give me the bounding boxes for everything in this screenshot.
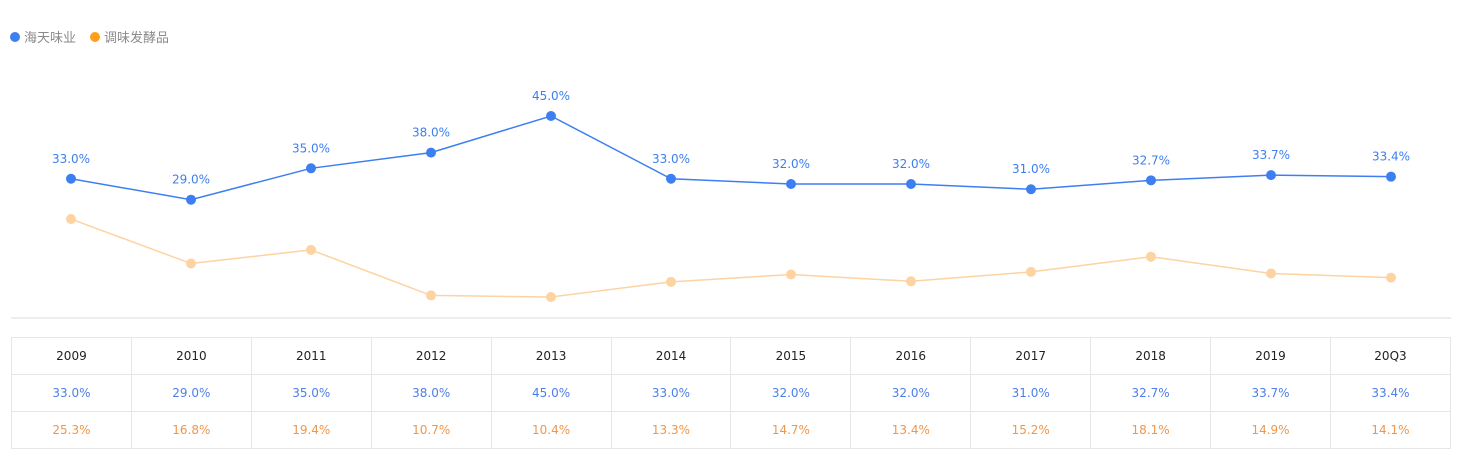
table-header-cell: 2012	[370, 337, 492, 375]
table-cell: 31.0%	[970, 374, 1092, 412]
table-header-cell: 2018	[1090, 337, 1212, 375]
data-point[interactable]	[1386, 171, 1396, 182]
data-label: 31.0%	[1012, 162, 1050, 176]
data-point[interactable]	[1146, 251, 1156, 262]
table-cell: 45.0%	[490, 374, 612, 412]
data-point[interactable]	[1386, 272, 1396, 283]
table-header-cell: 20Q3	[1329, 337, 1452, 375]
data-point[interactable]	[1146, 175, 1156, 186]
data-label: 32.0%	[892, 157, 930, 171]
table-cell: 19.4%	[250, 411, 372, 449]
legend-label: 调味发酵品	[104, 31, 170, 46]
series-line-1	[70, 218, 1392, 298]
table-row-haitian: 33.0% 29.0% 35.0% 38.0% 45.0% 33.0% 32.0% 32.0%…	[11, 374, 1452, 412]
table-header-row: 2009 2010 2011 2012 2013 2014 2015 2016 2017 2018…	[11, 337, 1452, 375]
table-header-cell: 2016	[850, 337, 972, 375]
table-header-cell: 2014	[610, 337, 732, 375]
table-cell: 38.0%	[370, 374, 492, 412]
table-cell: 13.3%	[610, 411, 732, 449]
data-point[interactable]	[906, 179, 916, 190]
data-label: 32.7%	[1132, 153, 1170, 167]
data-point[interactable]	[426, 147, 436, 158]
table-cell: 33.0%	[610, 374, 732, 412]
table-cell: 32.7%	[1090, 374, 1212, 412]
data-point[interactable]	[906, 276, 916, 287]
data-point[interactable]	[1266, 170, 1276, 181]
table-cell: 29.0%	[130, 374, 252, 412]
data-point[interactable]	[66, 173, 76, 184]
table-header-cell: 2010	[130, 337, 252, 375]
data-point[interactable]	[546, 292, 556, 302]
table-header-cell: 2019	[1210, 337, 1331, 375]
table-cell: 33.7%	[1210, 374, 1331, 412]
data-label: 29.0%	[172, 173, 210, 187]
data-point[interactable]	[66, 214, 76, 225]
data-point[interactable]	[186, 258, 196, 269]
legend-item-seasoning[interactable]: 调味发酵品	[90, 27, 169, 46]
table-header-cell: 2017	[970, 337, 1092, 375]
table-header-cell: 2015	[730, 337, 852, 375]
table-cell: 25.3%	[11, 411, 132, 449]
data-point[interactable]	[666, 276, 676, 287]
data-point[interactable]	[786, 179, 796, 190]
table-cell: 33.0%	[11, 374, 132, 412]
data-label: 33.4%	[1372, 150, 1410, 164]
table-row-seasoning: 25.3% 16.8% 19.4% 10.7% 10.4% 13.3% 14.7% 13.4%…	[11, 411, 1452, 449]
table-cell: 15.2%	[970, 411, 1092, 449]
table-cell: 16.8%	[130, 411, 252, 449]
table-cell: 13.4%	[850, 411, 972, 449]
data-label: 33.7%	[1252, 148, 1290, 162]
data-point[interactable]	[306, 163, 316, 174]
legend-dot-icon	[10, 31, 20, 42]
legend-dot-icon	[90, 31, 101, 42]
table-cell: 18.1%	[1090, 411, 1212, 449]
data-label: 33.0%	[652, 152, 690, 166]
data-point[interactable]	[546, 111, 556, 121]
table-cell: 10.4%	[490, 411, 612, 449]
table-cell: 10.7%	[370, 411, 492, 449]
legend-label: 海天味业	[24, 31, 77, 46]
data-point[interactable]	[1026, 266, 1036, 277]
table-cell: 14.9%	[1210, 411, 1331, 449]
table-cell: 33.4%	[1329, 374, 1452, 412]
line-chart: 33.0% 29.0% 35.0% 38.0% 45.0% 33.0% 32.0% 32.0%…	[11, 89, 1451, 319]
data-point[interactable]	[786, 269, 796, 280]
data-point[interactable]	[1266, 268, 1276, 279]
table-header-cell: 2013	[490, 337, 612, 375]
data-point[interactable]	[186, 194, 196, 205]
table-header-cell: 2011	[250, 337, 372, 375]
data-point[interactable]	[1026, 184, 1036, 195]
data-label: 45.0%	[532, 89, 570, 103]
data-label: 32.0%	[772, 157, 810, 171]
legend-item-haitian[interactable]: 海天味业	[10, 27, 76, 46]
legend: 海天味业 调味发酵品	[10, 27, 169, 46]
data-point[interactable]	[666, 173, 676, 184]
data-label: 35.0%	[292, 141, 330, 155]
table-cell: 14.7%	[730, 411, 852, 449]
data-table: 2009 2010 2011 2012 2013 2014 2015 2016 2017 2018…	[11, 337, 1452, 449]
table-cell: 14.1%	[1329, 411, 1452, 449]
series-line-0	[70, 115, 1392, 201]
table-cell: 32.0%	[730, 374, 852, 412]
table-cell: 32.0%	[850, 374, 972, 412]
data-point[interactable]	[306, 244, 316, 255]
data-label: 38.0%	[412, 126, 450, 140]
data-label: 33.0%	[52, 152, 90, 166]
data-point[interactable]	[426, 290, 436, 301]
table-cell: 35.0%	[250, 374, 372, 412]
table-header-cell: 2009	[11, 337, 132, 375]
